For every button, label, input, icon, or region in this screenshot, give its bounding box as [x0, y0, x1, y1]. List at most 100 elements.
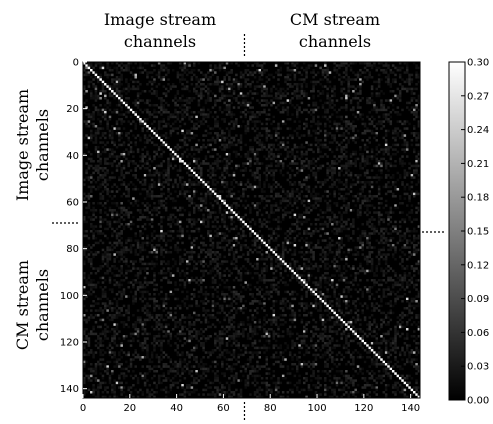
heatmap-cell: [281, 143, 285, 147]
heatmap-cell: [319, 253, 322, 256]
heatmap-cell: [169, 192, 173, 196]
heatmap-cell: [223, 216, 226, 219]
heatmap-cell: [185, 85, 189, 88]
heatmap-cell: [181, 66, 184, 70]
heatmap-cell: [134, 188, 137, 191]
heatmap-cell: [171, 157, 175, 161]
heatmap-cell: [106, 223, 109, 226]
heatmap-cell: [328, 204, 332, 207]
heatmap-cell: [338, 237, 341, 240]
heatmap-cell: [352, 106, 355, 109]
heatmap-cell: [281, 190, 285, 193]
heatmap-cell: [361, 167, 364, 170]
heatmap-cell: [384, 262, 388, 266]
heatmap-cell: [239, 216, 243, 219]
heatmap-cell: [295, 108, 299, 112]
heatmap-cell: [181, 241, 184, 245]
heatmap-cell: [120, 223, 123, 226]
heatmap-cell: [190, 120, 194, 123]
heatmap-cell: [382, 106, 386, 109]
heatmap-cell: [235, 204, 238, 207]
heatmap-cell: [375, 164, 379, 168]
heatmap-cell: [326, 92, 329, 95]
heatmap-cell: [401, 218, 404, 221]
heatmap-cell: [408, 211, 411, 214]
heatmap-cell: [403, 139, 407, 142]
heatmap-cell: [352, 223, 355, 226]
heatmap-cell: [239, 134, 243, 137]
heatmap-cell: [359, 62, 362, 65]
heatmap-cell: [401, 160, 404, 163]
heatmap-cell: [352, 153, 355, 156]
heatmap-cell: [317, 204, 320, 207]
heatmap-cell: [143, 269, 147, 273]
heatmap-cell: [384, 183, 388, 186]
heatmap-cell: [181, 185, 184, 189]
heatmap-cell: [260, 190, 264, 193]
heatmap-cell: [410, 132, 414, 135]
heatmap-cell: [160, 101, 163, 105]
heatmap-cell: [359, 85, 362, 88]
heatmap-cell: [415, 162, 418, 165]
heatmap-cell: [118, 113, 121, 116]
heatmap-cell: [132, 66, 135, 70]
heatmap-cell: [349, 174, 353, 177]
heatmap-cell: [104, 111, 107, 114]
heatmap-cell: [157, 202, 161, 205]
heatmap-cell: [417, 209, 421, 212]
heatmap-cell: [412, 108, 416, 112]
heatmap-cell: [249, 157, 252, 161]
heatmap-cell: [415, 143, 418, 147]
heatmap-cell: [92, 171, 95, 175]
heatmap-cell: [310, 223, 313, 226]
heatmap-cell: [267, 164, 271, 168]
heatmap-cell: [162, 143, 166, 147]
heatmap-cell: [305, 220, 308, 224]
heatmap-cell: [169, 113, 173, 116]
heatmap-cell: [169, 125, 173, 128]
heatmap-cell: [286, 211, 290, 214]
heatmap-cell: [317, 241, 320, 245]
heatmap-cell: [298, 90, 301, 93]
heatmap-cell: [94, 272, 98, 275]
heatmap-cell: [228, 192, 231, 196]
heatmap-cell: [141, 160, 144, 163]
heatmap-cell: [281, 92, 285, 95]
heatmap-cell: [359, 146, 362, 149]
heatmap-cell: [99, 209, 102, 212]
heatmap-cell: [195, 204, 198, 207]
heatmap-cell: [274, 195, 278, 198]
heatmap-cell: [340, 225, 343, 228]
heatmap-cell: [190, 136, 194, 140]
heatmap-cell: [356, 111, 360, 114]
heatmap-cell: [204, 113, 208, 116]
heatmap-cell: [354, 164, 357, 168]
heatmap-cell: [225, 87, 229, 91]
heatmap-cell: [312, 190, 315, 193]
heatmap-cell: [361, 139, 364, 142]
heatmap-cell: [253, 204, 257, 207]
heatmap-cell: [150, 76, 154, 79]
heatmap-cell: [401, 258, 404, 261]
diagonal-cell: [97, 76, 100, 79]
heatmap-cell: [279, 69, 283, 72]
heatmap-cell: [97, 132, 100, 135]
heatmap-cell: [410, 220, 414, 224]
heatmap-cell: [340, 83, 343, 86]
heatmap-cell: [223, 220, 226, 224]
heatmap-cell: [155, 244, 159, 247]
heatmap-cell: [174, 85, 177, 88]
heatmap-cell: [291, 85, 294, 88]
heatmap-cell: [305, 178, 308, 182]
heatmap-cell: [338, 267, 341, 270]
heatmap-cell: [228, 251, 231, 254]
heatmap-cell: [171, 237, 175, 240]
heatmap-cell: [108, 255, 112, 259]
heatmap-cell: [310, 162, 313, 165]
heatmap-cell: [221, 237, 224, 240]
heatmap-cell: [389, 101, 393, 105]
heatmap-cell: [230, 272, 233, 275]
heatmap-cell: [141, 267, 144, 270]
heatmap-cell: [214, 80, 217, 84]
heatmap-cell: [160, 64, 163, 67]
